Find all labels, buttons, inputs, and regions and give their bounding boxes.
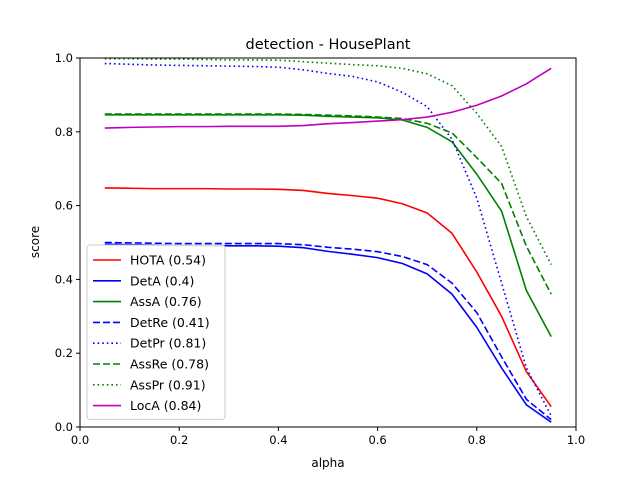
legend-entry-label: DetPr (0.81) [130,336,206,351]
y-tick-label: 0.8 [55,125,73,139]
x-tick-label: 0.2 [170,433,188,447]
legend-entry-label: AssPr (0.91) [130,377,206,392]
x-tick-label: 0.0 [71,433,89,447]
legend-entry-label: AssA (0.76) [130,294,202,309]
y-tick-label: 0.4 [55,272,73,286]
series-line-5 [104,113,552,295]
legend-box [86,244,226,420]
chart-title: detection - HousePlant [246,37,411,53]
legend-entry-label: AssRe (0.78) [130,357,209,372]
y-axis-label: score [28,226,42,258]
legend-entry-label: DetA (0.4) [130,273,194,288]
x-axis-label: alpha [311,456,344,470]
y-tick-label: 0.6 [55,199,73,213]
legend-entry-label: DetRe (0.41) [130,315,210,330]
series-line-0 [104,187,552,408]
x-axis-ticks: 0.0 0.2 0.4 0.6 0.8 1.0 [71,427,585,447]
legend: HOTA (0.54) DetA (0.4) AssA (0.76) DetRe (0… [86,244,226,420]
x-tick-label: 0.4 [269,433,287,447]
x-tick-label: 1.0 [567,433,585,447]
y-tick-label: 0.2 [55,346,73,360]
series-line-3 [104,241,552,421]
series-line-4 [104,62,552,417]
legend-entry-label: LocA (0.84) [130,398,201,413]
x-tick-label: 0.8 [468,433,486,447]
series-line-6 [104,57,552,266]
y-axis-ticks: 0.0 0.2 0.4 0.6 0.8 1.0 [55,51,80,434]
plot-frame [79,57,577,428]
y-tick-label: 1.0 [55,51,73,65]
series-line-7 [104,67,552,129]
x-tick-label: 0.6 [368,433,386,447]
legend-entry-label: HOTA (0.54) [130,253,206,268]
y-tick-label: 0.0 [55,420,73,434]
